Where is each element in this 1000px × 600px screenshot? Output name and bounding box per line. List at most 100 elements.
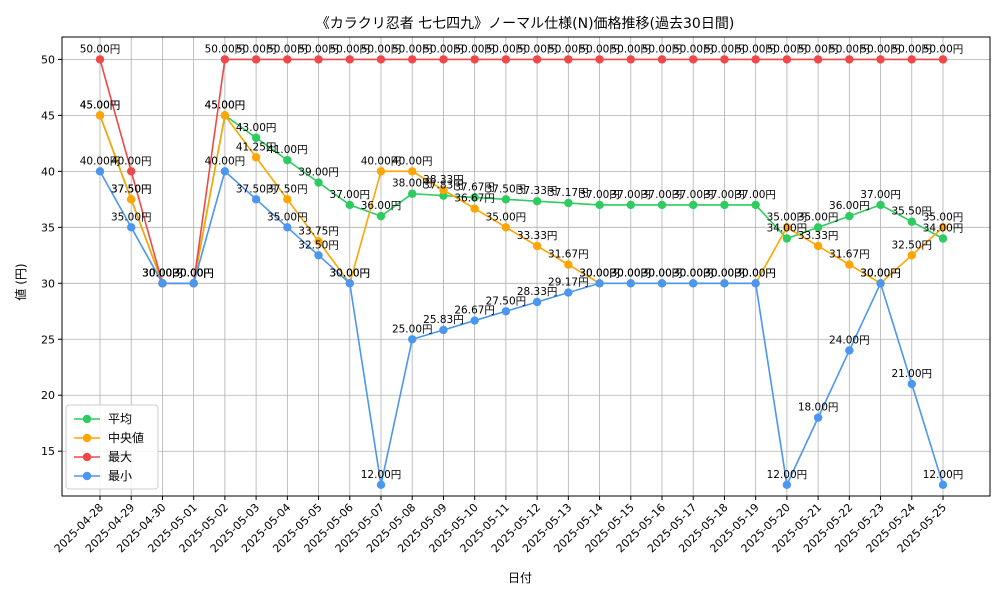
data-label: 30.00円 bbox=[673, 267, 714, 279]
data-label: 50.00円 bbox=[392, 43, 433, 55]
series-line bbox=[99, 113, 944, 285]
data-point bbox=[158, 279, 167, 288]
data-point bbox=[689, 55, 698, 64]
data-label: 29.17円 bbox=[548, 277, 589, 289]
data-label: 32.50円 bbox=[891, 239, 932, 251]
data-point bbox=[251, 195, 261, 204]
data-label: 50.00円 bbox=[610, 43, 651, 55]
data-point bbox=[532, 241, 542, 251]
data-point bbox=[782, 55, 792, 64]
data-point bbox=[689, 200, 698, 210]
data-point bbox=[127, 167, 136, 176]
data-label: 30.00円 bbox=[173, 267, 214, 279]
data-label: 50.00円 bbox=[891, 43, 932, 55]
data-point bbox=[876, 200, 885, 210]
data-label: 31.67円 bbox=[829, 249, 870, 261]
data-label: 18.00円 bbox=[798, 402, 839, 414]
data-point bbox=[845, 260, 854, 269]
data-point bbox=[564, 198, 573, 208]
data-label: 50.00円 bbox=[673, 43, 714, 55]
data-point bbox=[532, 55, 542, 64]
data-point bbox=[595, 55, 604, 64]
data-label: 50.00円 bbox=[80, 43, 121, 55]
data-point bbox=[408, 167, 417, 176]
y-tick-label: 45 bbox=[41, 109, 55, 122]
data-label: 50.00円 bbox=[236, 43, 277, 55]
data-label: 50.00円 bbox=[704, 43, 745, 55]
data-label: 30.00円 bbox=[142, 267, 183, 279]
data-label: 41.25円 bbox=[236, 141, 277, 153]
data-label: 37.00円 bbox=[579, 189, 620, 201]
data-point bbox=[376, 211, 386, 221]
legend-marker bbox=[82, 414, 92, 424]
data-point bbox=[751, 200, 760, 210]
series-line bbox=[99, 113, 944, 286]
data-label: 33.75円 bbox=[298, 225, 339, 237]
data-label: 37.50円 bbox=[111, 183, 152, 195]
data-label: 35.00円 bbox=[923, 211, 964, 223]
data-label: 50.00円 bbox=[923, 43, 964, 55]
data-point bbox=[595, 200, 604, 210]
data-label: 30.00円 bbox=[142, 267, 183, 279]
data-point bbox=[938, 234, 948, 243]
data-label: 36.00円 bbox=[829, 200, 870, 212]
data-point bbox=[95, 55, 105, 64]
data-label: 50.00円 bbox=[829, 43, 870, 55]
data-point bbox=[626, 279, 635, 288]
data-label: 40.00円 bbox=[361, 155, 402, 167]
data-label: 30.00円 bbox=[142, 267, 183, 279]
data-label: 37.50円 bbox=[267, 183, 308, 195]
data-label: 30.00円 bbox=[173, 267, 214, 279]
data-label: 40.00円 bbox=[111, 155, 152, 167]
legend-label: 最小 bbox=[108, 469, 132, 483]
data-point bbox=[189, 279, 198, 288]
data-label: 27.50円 bbox=[486, 295, 527, 307]
data-label: 40.00円 bbox=[80, 155, 121, 167]
data-label: 25.00円 bbox=[392, 323, 433, 335]
data-label: 37.00円 bbox=[735, 189, 776, 201]
data-label: 36.00円 bbox=[361, 200, 402, 212]
plot-frame bbox=[61, 36, 991, 497]
data-point bbox=[376, 480, 386, 490]
data-label: 34.00円 bbox=[923, 223, 964, 235]
data-label: 43.00円 bbox=[236, 122, 277, 134]
data-point bbox=[314, 251, 323, 260]
data-label: 50.00円 bbox=[423, 43, 464, 55]
x-axis-label: 日付 bbox=[508, 571, 532, 585]
data-point bbox=[813, 241, 823, 251]
data-label: 30.00円 bbox=[579, 267, 620, 279]
data-point bbox=[907, 217, 916, 226]
y-tick-label: 50 bbox=[41, 53, 55, 66]
data-point bbox=[95, 167, 105, 176]
data-label: 45.00円 bbox=[80, 99, 121, 111]
data-point bbox=[813, 55, 823, 64]
data-label: 30.00円 bbox=[173, 267, 214, 279]
data-point bbox=[751, 55, 760, 64]
data-point bbox=[501, 223, 511, 232]
data-point bbox=[376, 167, 386, 176]
data-label: 50.00円 bbox=[205, 43, 246, 55]
data-point bbox=[283, 223, 292, 232]
data-point bbox=[314, 237, 323, 246]
data-label: 35.00円 bbox=[267, 211, 308, 223]
data-point bbox=[501, 55, 511, 64]
data-point bbox=[376, 55, 386, 64]
y-tick-label: 40 bbox=[41, 165, 55, 178]
data-point bbox=[907, 251, 916, 260]
data-point bbox=[470, 193, 479, 202]
data-label: 50.00円 bbox=[329, 43, 370, 55]
data-label: 50.00円 bbox=[267, 43, 308, 55]
data-point bbox=[657, 55, 667, 64]
data-label: 26.67円 bbox=[454, 305, 495, 317]
data-label: 40.00円 bbox=[205, 155, 246, 167]
legend-marker bbox=[82, 452, 92, 462]
data-label: 30.00円 bbox=[642, 267, 683, 279]
data-point bbox=[345, 200, 354, 210]
data-label: 21.00円 bbox=[891, 368, 932, 380]
y-tick-label: 30 bbox=[41, 277, 55, 290]
data-label: 33.33円 bbox=[798, 230, 839, 242]
data-point bbox=[439, 55, 448, 64]
y-tick-label: 35 bbox=[41, 221, 55, 234]
data-label: 41.00円 bbox=[267, 144, 308, 156]
data-point bbox=[439, 185, 448, 195]
